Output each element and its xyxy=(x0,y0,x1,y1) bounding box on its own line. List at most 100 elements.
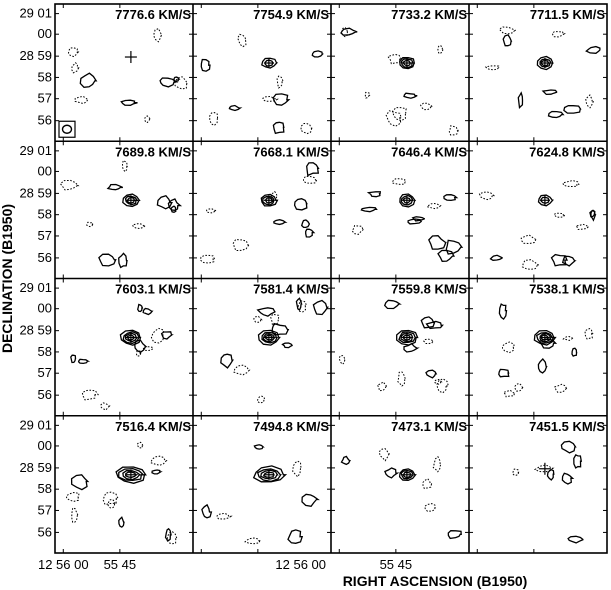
y-tick-label: 29 01 xyxy=(19,6,52,21)
source-contour xyxy=(540,59,550,67)
positive-contour xyxy=(271,322,290,336)
negative-contour xyxy=(66,491,80,502)
y-tick-label: 29 01 xyxy=(19,417,52,432)
positive-contour xyxy=(287,529,304,544)
negative-contour xyxy=(292,460,302,478)
velocity-label: 7538.1 KM/S xyxy=(529,282,605,297)
source-contour xyxy=(262,195,276,206)
y-tick-label: 58 xyxy=(38,69,52,84)
source-contour xyxy=(537,194,555,207)
negative-contour xyxy=(216,512,233,520)
positive-contour xyxy=(425,369,438,379)
positive-contour xyxy=(403,92,418,99)
beam-box xyxy=(58,120,76,138)
negative-contour xyxy=(237,33,247,48)
positive-contour xyxy=(498,368,510,378)
positive-contour xyxy=(311,50,324,58)
negative-contour xyxy=(419,102,435,111)
negative-contour xyxy=(102,491,119,506)
y-tick-label: 00 xyxy=(38,438,52,453)
x-tick-label: 55 45 xyxy=(104,557,137,572)
negative-contour xyxy=(59,179,80,191)
source-contour xyxy=(262,333,277,343)
channel-panel: 7494.8 KM/S xyxy=(193,415,331,553)
negative-contour xyxy=(437,45,444,55)
channel-panel: 7776.6 KM/S xyxy=(55,4,193,142)
negative-contour xyxy=(74,95,90,105)
positive-contour xyxy=(590,210,597,222)
positive-contour xyxy=(300,219,311,229)
negative-contour xyxy=(520,234,537,245)
source-contour xyxy=(264,59,275,67)
negative-contour xyxy=(533,464,555,473)
positive-contour xyxy=(567,535,584,544)
y-tick-label: 28 59 xyxy=(19,460,52,475)
positive-contour xyxy=(563,104,582,114)
source-contour xyxy=(261,331,279,344)
source-contour xyxy=(398,468,417,481)
negative-contour xyxy=(562,335,574,342)
negative-contour xyxy=(270,190,278,203)
negative-contour xyxy=(107,498,116,509)
positive-contour xyxy=(295,297,303,311)
y-tick-label: 57 xyxy=(38,365,52,380)
negative-contour xyxy=(391,107,407,122)
y-tick-label: 58 xyxy=(38,207,52,222)
positive-contour xyxy=(425,320,444,330)
negative-contour xyxy=(385,110,402,127)
y-tick-label: 56 xyxy=(38,113,52,128)
positive-contour xyxy=(142,307,154,316)
velocity-label: 7689.8 KM/S xyxy=(115,144,191,159)
positive-contour xyxy=(407,218,423,225)
negative-contour xyxy=(67,47,80,58)
y-tick-label: 56 xyxy=(38,250,52,265)
negative-contour xyxy=(300,122,313,135)
velocity-label: 7711.5 KM/S xyxy=(530,7,605,22)
source-contour xyxy=(124,332,139,343)
y-axis-title: DECLINATION (B1950) xyxy=(0,204,15,353)
positive-contour xyxy=(550,253,568,267)
channel-panel: 7624.8 KM/S xyxy=(469,141,607,279)
negative-contour xyxy=(434,378,443,385)
x-tick-label: 12 56 00 xyxy=(38,557,89,572)
negative-contour xyxy=(81,389,100,401)
positive-contour xyxy=(301,493,320,508)
positive-contour xyxy=(77,358,91,365)
channel-panel: 7451.5 KM/S xyxy=(469,415,607,553)
source-contour xyxy=(252,465,288,483)
positive-contour xyxy=(200,58,211,72)
positive-contour xyxy=(340,27,358,36)
negative-contour xyxy=(86,221,94,228)
negative-contour xyxy=(448,125,459,136)
negative-contour xyxy=(424,503,436,512)
source-contour xyxy=(399,56,416,70)
negative-contour xyxy=(585,94,595,109)
positive-contour xyxy=(366,191,382,198)
beam-ellipse xyxy=(61,124,73,134)
source-contour xyxy=(115,466,147,484)
positive-contour xyxy=(384,467,400,479)
source-contour xyxy=(540,334,550,341)
positive-contour xyxy=(560,440,577,454)
channel-panel: 7516.4 KM/S xyxy=(55,415,193,553)
positive-contour xyxy=(498,303,508,321)
source-contour xyxy=(119,329,142,346)
negative-contour xyxy=(338,355,346,366)
positive-contour xyxy=(160,331,174,340)
source-contour xyxy=(261,57,279,69)
positive-contour xyxy=(312,299,329,316)
negative-contour xyxy=(276,75,284,89)
negative-contour xyxy=(199,254,216,264)
negative-contour xyxy=(100,402,111,411)
positive-contour xyxy=(437,249,455,262)
negative-contour xyxy=(71,507,79,523)
positive-contour xyxy=(228,104,243,112)
positive-contour xyxy=(70,474,90,491)
negative-contour xyxy=(425,202,442,210)
negative-contour xyxy=(551,30,566,38)
positive-contour xyxy=(561,472,575,485)
positive-contour xyxy=(502,34,513,47)
y-tick-label: 28 59 xyxy=(19,48,52,63)
channel-panel: 7646.4 KM/S xyxy=(331,141,469,279)
source-contour xyxy=(256,468,282,483)
